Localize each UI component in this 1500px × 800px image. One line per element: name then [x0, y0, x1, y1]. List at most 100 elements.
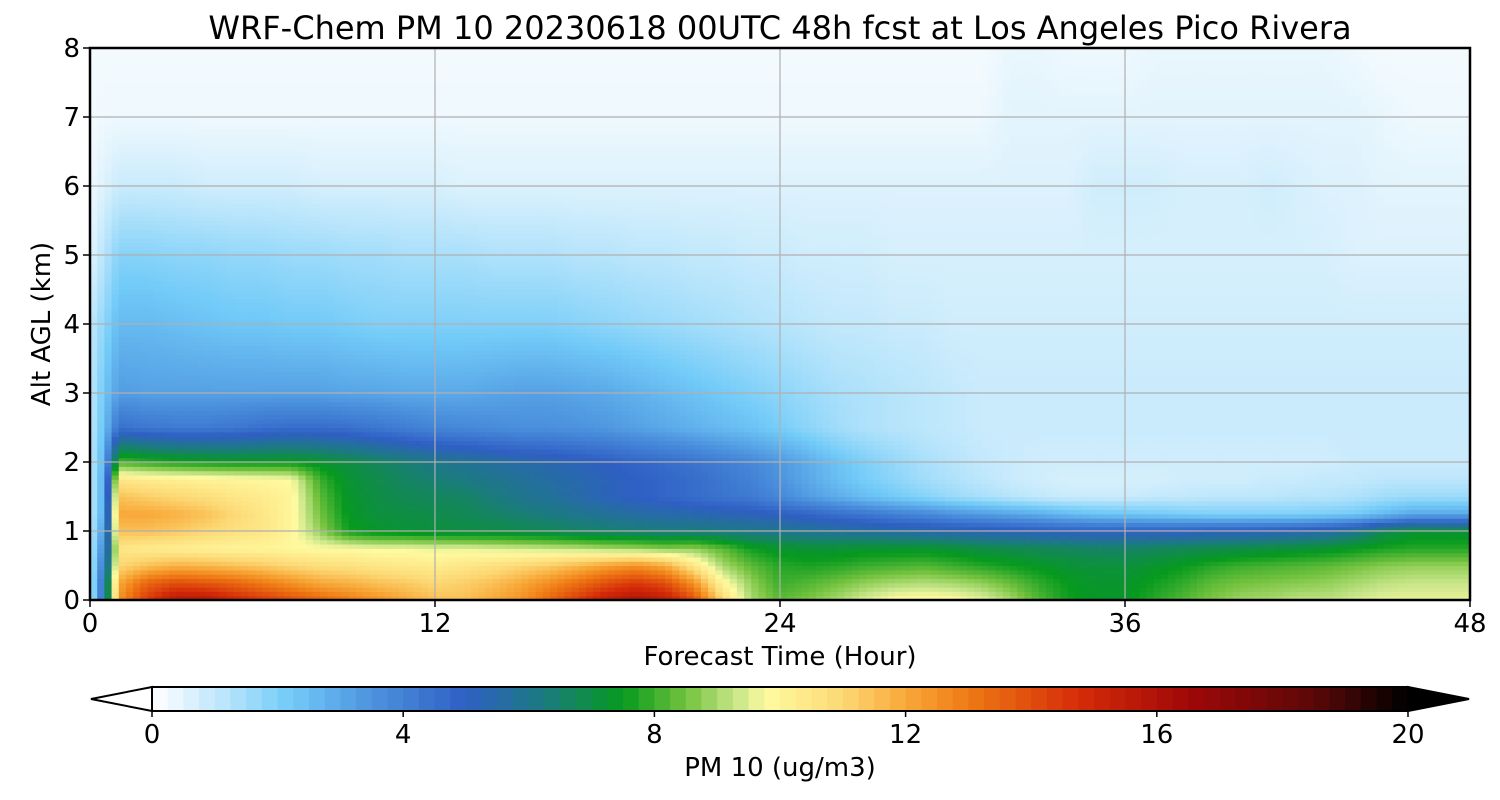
heatmap-cell	[420, 582, 429, 588]
heatmap-cell	[370, 591, 379, 597]
heatmap-cell	[643, 531, 652, 536]
heatmap-cell	[916, 526, 925, 532]
heatmap-cell	[1153, 531, 1162, 536]
heatmap-cell	[1448, 535, 1457, 541]
heatmap-cell	[1182, 509, 1191, 515]
heatmap-cell	[197, 487, 206, 493]
heatmap-cell	[585, 513, 594, 519]
heatmap-cell	[679, 595, 688, 601]
heatmap-cell	[284, 569, 292, 575]
heatmap-cell	[629, 526, 637, 532]
heatmap-cell	[887, 500, 896, 506]
heatmap-cell	[823, 518, 831, 523]
heatmap-cell	[1362, 595, 1370, 601]
heatmap-cell	[815, 496, 824, 502]
heatmap-cell	[485, 578, 494, 584]
heatmap-cell	[1002, 569, 1011, 575]
heatmap-cell	[492, 561, 501, 567]
heatmap-cell	[161, 509, 170, 515]
heatmap-cell	[1074, 522, 1083, 528]
heatmap-cell	[449, 531, 458, 536]
heatmap-cell	[650, 595, 659, 601]
heatmap-cell	[758, 582, 767, 588]
heatmap-cell	[255, 509, 264, 515]
heatmap-cell	[1369, 496, 1378, 502]
heatmap-cell	[1441, 591, 1450, 597]
heatmap-cell	[456, 548, 465, 554]
heatmap-cell	[363, 487, 371, 493]
heatmap-cell	[657, 578, 666, 584]
heatmap-cell	[1376, 578, 1385, 584]
heatmap-cell	[104, 496, 113, 502]
heatmap-cell	[219, 574, 228, 580]
heatmap-cell	[851, 526, 860, 532]
heatmap-cell	[1426, 569, 1435, 575]
heatmap-cell	[1319, 518, 1327, 523]
heatmap-cell	[1218, 578, 1227, 584]
heatmap-cell	[1232, 539, 1241, 545]
heatmap-cell	[478, 513, 486, 519]
heatmap-cell	[1110, 556, 1119, 562]
heatmap-cell	[571, 556, 580, 562]
heatmap-cell	[1110, 548, 1119, 554]
heatmap-cell	[837, 574, 846, 580]
heatmap-cell	[1326, 526, 1335, 532]
heatmap-cell	[169, 587, 177, 592]
heatmap-cell	[1240, 509, 1248, 515]
heatmap-cell	[154, 556, 163, 562]
heatmap-cell	[758, 522, 767, 528]
heatmap-cell	[729, 500, 738, 506]
heatmap-cell	[1426, 531, 1435, 536]
heatmap-cell	[535, 487, 544, 493]
heatmap-cell	[902, 492, 910, 498]
heatmap-cell	[169, 509, 177, 515]
heatmap-cell	[363, 496, 371, 502]
heatmap-cell	[413, 522, 422, 528]
heatmap-cell	[665, 522, 673, 528]
heatmap-cell	[830, 595, 839, 601]
heatmap-cell	[276, 578, 285, 584]
heatmap-cell	[981, 565, 990, 571]
heatmap-cell	[334, 513, 343, 519]
heatmap-cell	[873, 492, 882, 498]
heatmap-cell	[1268, 574, 1277, 580]
heatmap-cell	[859, 526, 867, 532]
heatmap-cell	[334, 548, 343, 554]
heatmap-cell	[276, 513, 285, 519]
heatmap-cell	[1448, 574, 1457, 580]
heatmap-cell	[952, 496, 961, 502]
heatmap-cell	[1390, 526, 1399, 532]
heatmap-cell	[974, 578, 982, 584]
heatmap-cell	[284, 509, 292, 515]
heatmap-cell	[255, 526, 264, 532]
heatmap-cell	[722, 574, 731, 580]
heatmap-cell	[255, 578, 264, 584]
heatmap-cell	[1132, 500, 1140, 506]
heatmap-cell	[895, 539, 903, 545]
heatmap-cell	[700, 548, 709, 554]
heatmap-cell	[248, 587, 256, 592]
heatmap-cell	[147, 509, 156, 515]
heatmap-cell	[1232, 500, 1241, 506]
heatmap-cell	[233, 518, 242, 523]
heatmap-cell	[708, 591, 716, 597]
heatmap-cell	[1125, 539, 1133, 545]
heatmap-cell	[276, 539, 285, 545]
heatmap-cell	[679, 539, 688, 545]
heatmap-cell	[808, 578, 817, 584]
heatmap-cell	[1326, 535, 1335, 541]
heatmap-cell	[435, 574, 443, 580]
heatmap-cell	[1240, 492, 1248, 498]
heatmap-cell	[449, 496, 458, 502]
heatmap-cell	[1455, 569, 1464, 575]
heatmap-cell	[104, 591, 113, 597]
heatmap-cell	[298, 565, 307, 571]
heatmap-cell	[420, 578, 429, 584]
heatmap-cell	[118, 522, 127, 528]
heatmap-cell	[1455, 543, 1464, 549]
heatmap-cell	[485, 531, 494, 536]
heatmap-cell	[1398, 556, 1406, 562]
heatmap-cell	[672, 531, 680, 536]
heatmap-cell	[485, 513, 494, 519]
heatmap-cell	[413, 582, 422, 588]
